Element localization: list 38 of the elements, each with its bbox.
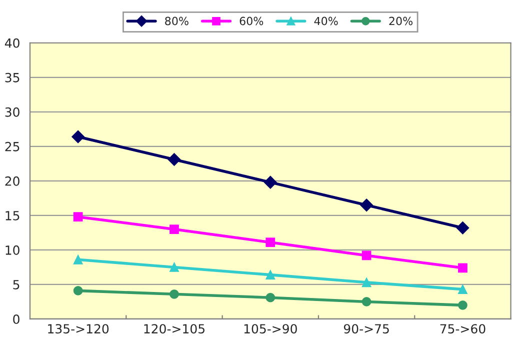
point	[168, 153, 181, 166]
point	[362, 250, 372, 260]
point	[266, 292, 276, 302]
y-tick-label: 35	[5, 72, 20, 82]
point	[170, 289, 179, 299]
point	[360, 198, 373, 212]
point	[266, 238, 276, 248]
point	[458, 300, 468, 310]
x-tick-label: 135->120	[48, 324, 109, 334]
point	[264, 176, 277, 189]
x-tick-label: 90->75	[344, 324, 389, 334]
point	[458, 284, 468, 294]
point	[362, 297, 372, 306]
point	[170, 224, 179, 234]
point	[73, 254, 83, 264]
y-tick-label: 30	[5, 107, 20, 117]
legend-label: 40%	[314, 16, 338, 26]
legend-label: 80%	[165, 16, 188, 26]
x-tick-label: 120->105	[144, 324, 204, 334]
y-tick-label: 15	[6, 211, 20, 220]
point	[266, 270, 276, 280]
y-tick-label: 10	[6, 245, 20, 255]
y-tick-label: 5	[13, 280, 20, 290]
x-tick-label: 75->60	[440, 324, 486, 334]
y-tick-label: 0	[13, 314, 20, 324]
y-tick-label: 40	[4, 38, 20, 48]
point	[72, 130, 84, 144]
legend-label: 20%	[389, 16, 413, 26]
y-tick-label: 20	[5, 176, 20, 186]
x-tick-label: 105->90	[244, 324, 297, 334]
point	[73, 286, 83, 296]
legend-label: 60%	[240, 16, 264, 26]
point	[170, 262, 179, 272]
point	[73, 212, 83, 222]
point	[458, 263, 468, 273]
point	[456, 221, 470, 234]
y-tick-label: 25	[5, 142, 20, 152]
point	[362, 278, 372, 288]
